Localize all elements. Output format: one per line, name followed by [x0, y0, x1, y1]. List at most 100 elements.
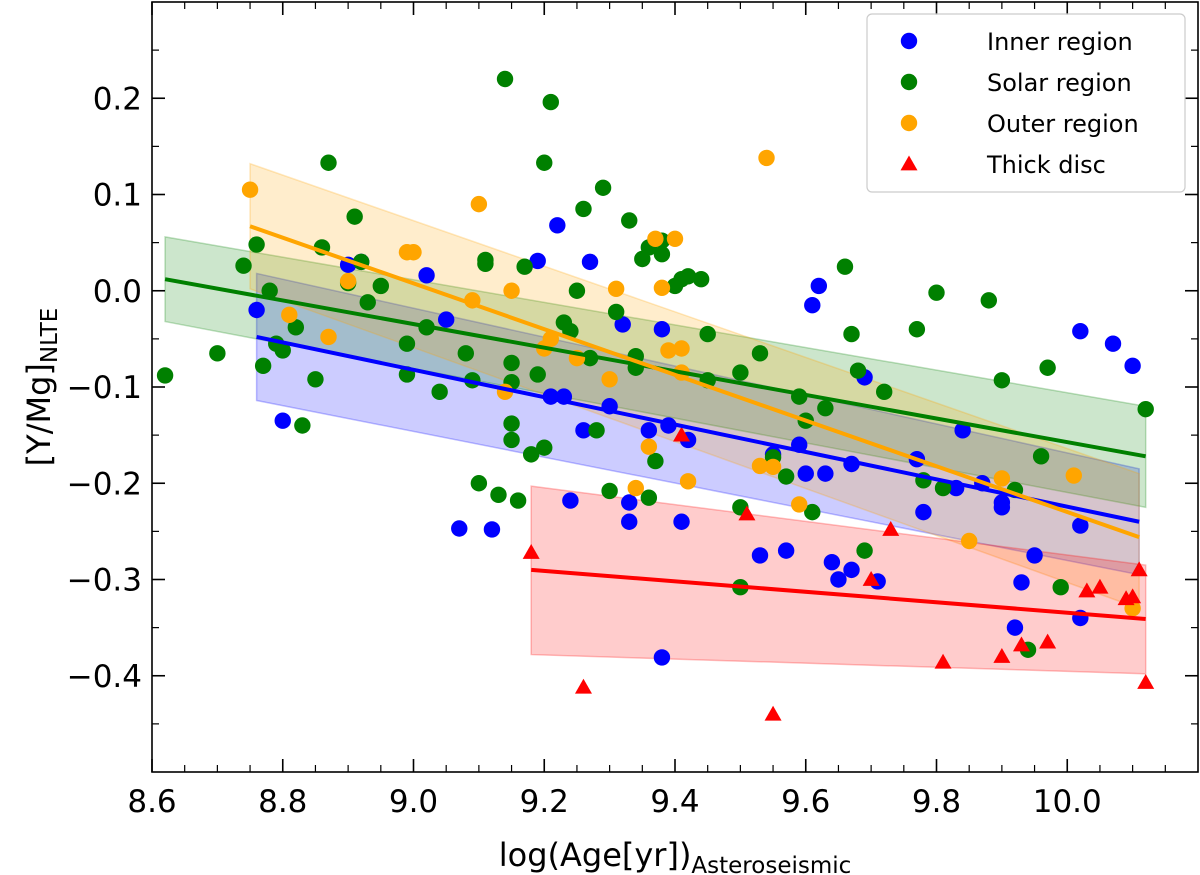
inner-region-point-4 — [418, 267, 435, 284]
outer-region-point-1 — [281, 306, 298, 324]
solar-region-point-88 — [1039, 359, 1056, 376]
y-axis-label-main: [Y/Mg] — [20, 363, 58, 466]
outer-region-point-3 — [339, 272, 357, 290]
outer-region-point-26 — [764, 458, 782, 476]
solar-region-point-34 — [516, 258, 533, 275]
solar-region-point-39 — [542, 93, 559, 111]
solar-region-point-16 — [359, 294, 376, 311]
y-axis-label-sub: NLTE — [37, 308, 63, 363]
inner-region-point-25 — [751, 547, 769, 564]
solar-region-point-10 — [307, 371, 324, 388]
thick-disc-point-10 — [1039, 633, 1057, 649]
inner-region-point-32 — [817, 465, 834, 482]
solar-region-point-14 — [346, 208, 363, 225]
inner-region-point-13 — [575, 422, 592, 439]
inner-region-fit-line — [256, 334, 1140, 524]
solar-region-point-63 — [699, 325, 716, 343]
solar-region-point-60 — [679, 268, 697, 285]
solar-region-point-18 — [398, 335, 416, 352]
solar-region-point-33 — [509, 492, 527, 509]
y-tick-label-0: −0.4 — [67, 659, 142, 695]
inner-region-legend-label: Inner region — [987, 28, 1133, 56]
inner-region-point-50 — [1072, 517, 1089, 534]
solar-region-point-45 — [588, 422, 605, 439]
thick-disc-point-0 — [522, 544, 540, 559]
inner-region-point-17 — [621, 494, 638, 511]
thick-disc-point-2 — [673, 426, 691, 442]
outer-region-point-30 — [1065, 467, 1082, 484]
solar-region-point-28 — [496, 70, 514, 88]
outer-region-point-14 — [607, 280, 625, 298]
solar-region-point-12 — [320, 154, 337, 171]
x-tick-label-4: 9.4 — [650, 784, 699, 820]
solar-region-point-5 — [261, 282, 278, 299]
solar-region-point-38 — [536, 439, 553, 456]
outer-region-point-25 — [758, 149, 775, 167]
thick-disc-point-5 — [862, 571, 880, 586]
outer-region-point-13 — [601, 371, 618, 388]
solar-region-point-7 — [274, 342, 291, 359]
outer-region-point-16 — [640, 438, 658, 455]
y-tick-label-1: −0.3 — [67, 563, 142, 599]
outer-region-point-20 — [666, 230, 684, 247]
solar-region-point-83 — [980, 292, 997, 309]
y-axis-label: [Y/Mg]NLTE — [20, 308, 63, 467]
inner-region-point-18 — [621, 513, 638, 530]
solar-region-point-35 — [522, 446, 540, 463]
solar-region-point-4 — [254, 357, 272, 375]
inner-region-point-24 — [653, 649, 671, 666]
solar-region-point-22 — [457, 345, 474, 362]
x-tick-label-7: 10.0 — [1033, 784, 1102, 820]
outer-region-fit-line — [249, 224, 1140, 540]
inner-region-point-45 — [993, 499, 1011, 516]
solar-region-point-8 — [287, 319, 305, 336]
solar-region-point-29 — [503, 354, 520, 372]
solar-region-point-24 — [470, 475, 488, 492]
solar-region-point-73 — [817, 399, 834, 417]
outer-region-point-18 — [653, 279, 671, 297]
solar-region-point-89 — [1052, 579, 1069, 596]
y-tick-label-5: 0.1 — [93, 178, 142, 214]
x-axis-label: log(Age[yr])Asteroseismic — [499, 836, 852, 875]
outer-region-point-7 — [470, 195, 488, 213]
outer-region-point-27 — [791, 496, 808, 513]
solar-region-point-48 — [607, 303, 625, 321]
inner-region-point-1 — [274, 412, 291, 429]
axis-ticks: 8.6 8.8 9.0 9.2 9.4 9.6 9.8 10.0 −0.4 −0.3 −0.2 −0.… — [67, 2, 1198, 820]
inner-region-point-42 — [954, 422, 971, 439]
solar-region-point-46 — [594, 179, 612, 196]
solar-region-point-81 — [928, 284, 945, 301]
inner-region-point-33 — [823, 553, 841, 571]
y-tick-label-4: 0.0 — [93, 274, 142, 310]
x-tick-label-2: 9.0 — [389, 784, 438, 820]
thick-disc-fit-line — [531, 567, 1146, 621]
thick-disc-point-8 — [993, 648, 1011, 663]
inner-region-legend-marker — [900, 32, 918, 50]
solar-region-point-84 — [993, 372, 1011, 389]
thick-disc-point-15 — [1130, 561, 1148, 577]
solar-region-point-69 — [777, 468, 795, 485]
inner-region-point-20 — [653, 321, 671, 338]
outer-region-point-15 — [627, 479, 644, 497]
solar-region-point-67 — [751, 345, 769, 362]
fit-lines — [164, 224, 1147, 621]
solar-region-point-27 — [490, 486, 507, 503]
inner-region-point-19 — [640, 422, 658, 439]
solar-region-point-74 — [836, 258, 854, 275]
inner-region-point-5 — [437, 311, 455, 328]
inner-region-point-6 — [451, 520, 468, 537]
x-tick-label-1: 8.8 — [258, 784, 307, 820]
inner-region-point-29 — [797, 465, 814, 482]
solar-region-point-49 — [621, 212, 638, 229]
solar-region-point-72 — [804, 503, 821, 521]
inner-region-point-35 — [843, 561, 860, 579]
inner-region-point-40 — [915, 503, 932, 521]
solar-region-point-3 — [248, 236, 265, 253]
thick-disc-legend-label: Thick disc — [986, 151, 1106, 179]
solar-region-point-75 — [843, 325, 860, 343]
inner-region-point-31 — [810, 277, 828, 295]
x-axis-label-main: log(Age[yr]) — [499, 836, 692, 874]
solar-region-point-77 — [856, 542, 873, 559]
inner-region-point-14 — [581, 253, 599, 271]
inner-region-point-0 — [248, 301, 265, 319]
